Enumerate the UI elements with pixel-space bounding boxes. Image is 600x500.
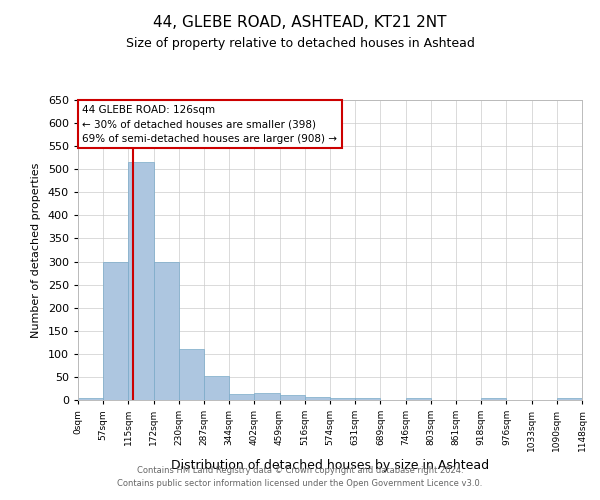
Text: Contains HM Land Registry data © Crown copyright and database right 2024.
Contai: Contains HM Land Registry data © Crown c…: [118, 466, 482, 487]
Bar: [229, 394, 254, 400]
Bar: [330, 398, 355, 400]
Y-axis label: Number of detached properties: Number of detached properties: [31, 162, 41, 338]
Bar: [154, 262, 179, 400]
X-axis label: Distribution of detached houses by size in Ashtead: Distribution of detached houses by size …: [171, 460, 489, 472]
Bar: [355, 398, 380, 400]
Text: 44, GLEBE ROAD, ASHTEAD, KT21 2NT: 44, GLEBE ROAD, ASHTEAD, KT21 2NT: [153, 15, 447, 30]
Text: 44 GLEBE ROAD: 126sqm
← 30% of detached houses are smaller (398)
69% of semi-det: 44 GLEBE ROAD: 126sqm ← 30% of detached …: [82, 104, 337, 144]
Bar: [179, 349, 204, 400]
Bar: [204, 376, 229, 400]
Bar: [254, 393, 280, 400]
Bar: [406, 398, 431, 400]
Bar: [305, 397, 329, 400]
Text: Size of property relative to detached houses in Ashtead: Size of property relative to detached ho…: [125, 38, 475, 51]
Bar: [103, 262, 128, 400]
Bar: [481, 398, 506, 400]
Bar: [280, 396, 305, 400]
Bar: [128, 162, 154, 400]
Bar: [78, 398, 103, 400]
Bar: [557, 398, 581, 400]
